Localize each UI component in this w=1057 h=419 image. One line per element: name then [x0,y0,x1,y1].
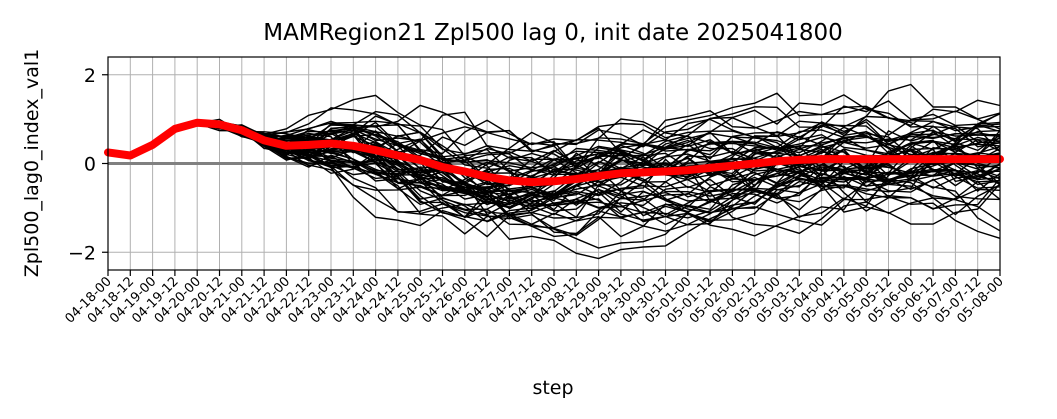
y-axis-label: Zpl500_lag0_index_val1 [21,49,43,277]
mean-point [308,144,310,146]
mean-point [798,159,800,161]
mean-point [754,163,756,164]
mean-point [531,181,533,183]
mean-point [263,139,265,141]
mean-point [843,158,845,160]
x-axis-ticks: 04-18-0004-18-1204-19-0004-19-1204-20-00… [62,270,1007,327]
mean-point [665,170,666,172]
mean-point [709,167,711,169]
mean-point [352,145,354,147]
mean-point [330,143,332,145]
mean-point [285,145,287,147]
mean-point [821,158,823,160]
mean-point [977,158,979,160]
mean-point [932,158,934,160]
mean-point [575,178,577,180]
mean-point [397,155,399,157]
mean-point [152,144,154,146]
x-axis-label: step [532,377,573,399]
mean-point [419,159,421,161]
mean-point [620,172,622,174]
mean-point [731,165,733,167]
mean-point [508,179,510,181]
mean-point [196,122,198,124]
mean-point [642,171,644,173]
mean-point [553,180,555,182]
mean-point [687,169,689,171]
mean-point [219,123,220,125]
mean-point [954,158,956,160]
mean-point [910,158,912,160]
chart-title: MAMRegion21 Zpl500 lag 0, init date 2025… [263,20,843,46]
mean-point [464,170,466,172]
mean-point [174,128,176,130]
mean-point [375,149,377,151]
mean-point [776,160,778,162]
mean-point [865,158,867,160]
mean-point [486,176,488,178]
mean-point [442,166,443,168]
ensemble-mean-layer [104,118,1004,187]
mean-point [598,175,600,177]
y-tick-label: 2 [84,65,96,87]
y-tick-label: 0 [84,154,96,176]
y-tick-label: −2 [68,242,96,264]
ensemble-member-line [107,122,1001,211]
y-axis-ticks: 2 0 −2 [68,65,108,264]
mean-point [129,155,131,157]
mean-point [241,129,243,131]
mean-point [888,158,889,160]
